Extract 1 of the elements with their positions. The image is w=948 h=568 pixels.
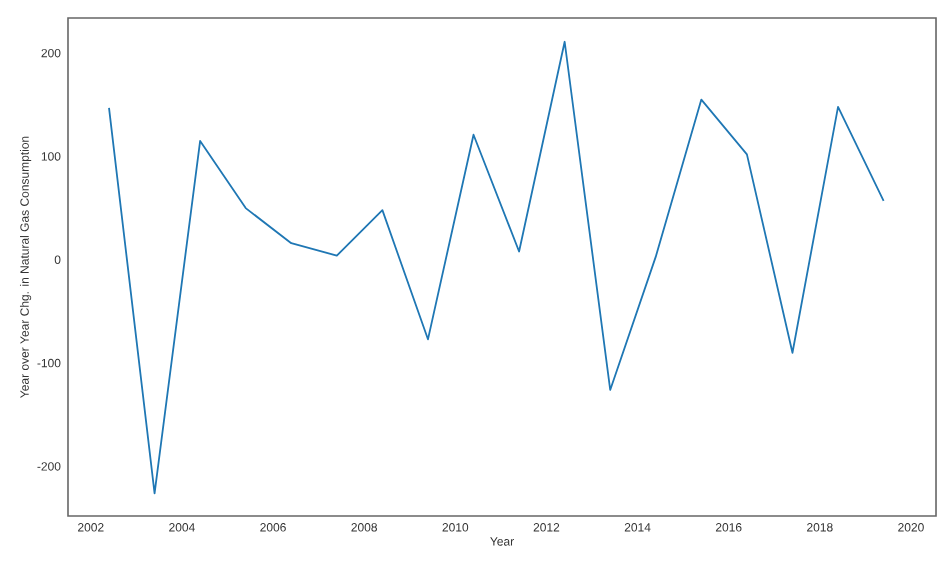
- line-series: [108, 40, 885, 495]
